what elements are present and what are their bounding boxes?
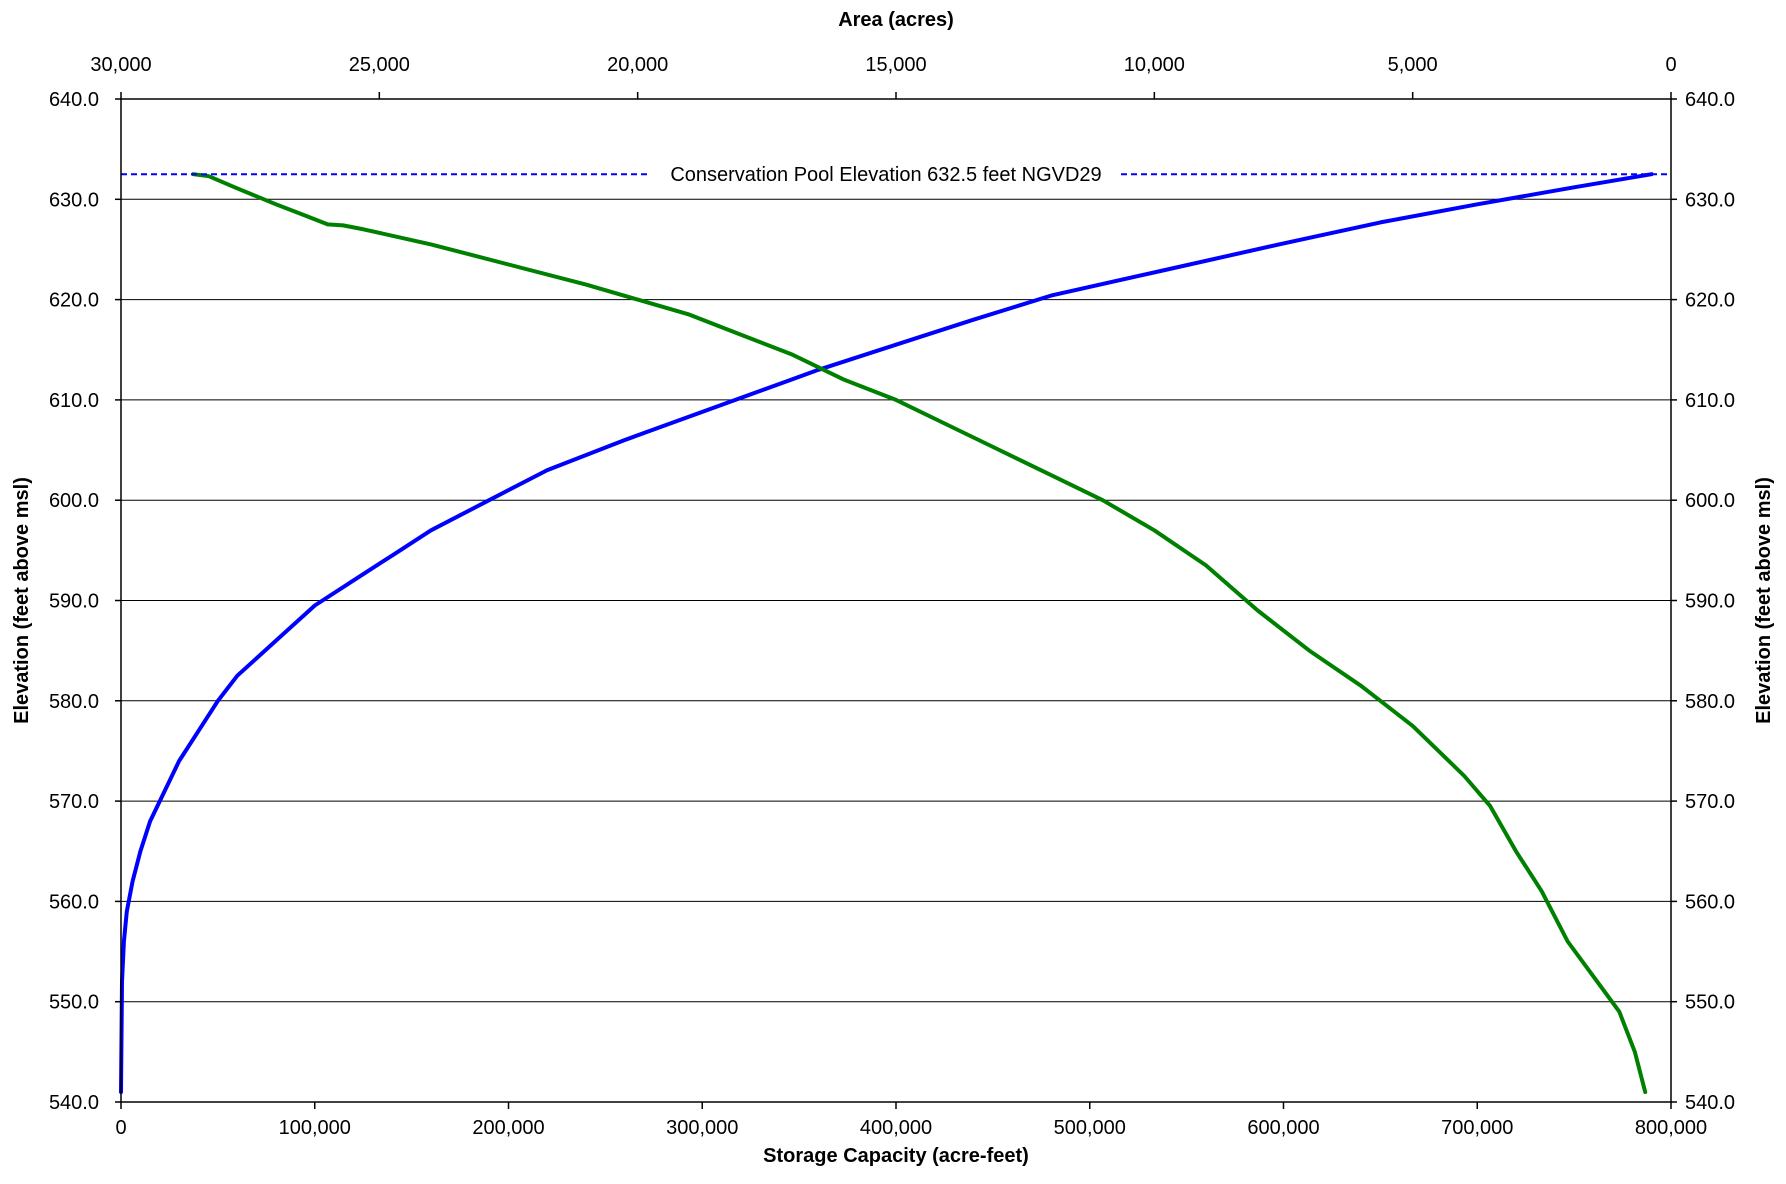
conservation-pool-label: Conservation Pool Elevation 632.5 feet N… bbox=[670, 164, 1101, 186]
right-y-axis-title: Elevation (feet above msl) bbox=[1753, 477, 1775, 724]
y2-tick-label: 640.0 bbox=[1685, 89, 1735, 111]
y-axis-title: Elevation (feet above msl) bbox=[11, 477, 33, 724]
storage-capacity-curve bbox=[119, 172, 1654, 1094]
y2-tick-label: 600.0 bbox=[1685, 490, 1735, 512]
y-tick-label: 590.0 bbox=[49, 591, 99, 613]
y-tick-label: 560.0 bbox=[49, 891, 99, 913]
y2-tick-label: 560.0 bbox=[1685, 891, 1735, 913]
y2-tick-label: 540.0 bbox=[1685, 1092, 1735, 1114]
x-tick-label: 800,000 bbox=[1635, 1117, 1707, 1139]
y-tick-label: 640.0 bbox=[49, 89, 99, 111]
y-tick-label: 620.0 bbox=[49, 290, 99, 312]
y-tick-label: 570.0 bbox=[49, 791, 99, 813]
x2-tick-label: 0 bbox=[1665, 54, 1676, 76]
y2-tick-label: 580.0 bbox=[1685, 691, 1735, 713]
x-tick-label: 300,000 bbox=[666, 1117, 738, 1139]
top-x-axis-title: Area (acres) bbox=[838, 9, 954, 31]
x-tick-label: 700,000 bbox=[1441, 1117, 1513, 1139]
x2-tick-label: 20,000 bbox=[607, 54, 668, 76]
y2-tick-label: 620.0 bbox=[1685, 290, 1735, 312]
y-tick-label: 550.0 bbox=[49, 992, 99, 1014]
series-layer bbox=[119, 172, 1654, 1094]
annotation-layer: Conservation Pool Elevation 632.5 feet N… bbox=[121, 162, 1671, 187]
y-tick-label: 580.0 bbox=[49, 691, 99, 713]
y-tick-label: 610.0 bbox=[49, 390, 99, 412]
x-axis-title: Storage Capacity (acre-feet) bbox=[763, 1145, 1029, 1167]
x-tick-label: 0 bbox=[115, 1117, 126, 1139]
x2-tick-label: 5,000 bbox=[1388, 54, 1438, 76]
y2-tick-label: 590.0 bbox=[1685, 591, 1735, 613]
x-tick-label: 600,000 bbox=[1247, 1117, 1319, 1139]
x-tick-label: 500,000 bbox=[1054, 1117, 1126, 1139]
y2-tick-label: 630.0 bbox=[1685, 189, 1735, 211]
y-tick-label: 540.0 bbox=[49, 1092, 99, 1114]
area-curve bbox=[191, 172, 1648, 1094]
y2-tick-label: 570.0 bbox=[1685, 791, 1735, 813]
y2-tick-label: 610.0 bbox=[1685, 390, 1735, 412]
x-tick-label: 400,000 bbox=[860, 1117, 932, 1139]
x2-tick-label: 15,000 bbox=[865, 54, 926, 76]
tick-layer: 540.0 540.0 550.0 550.0 560.0 560.0 570.0 570.0… bbox=[49, 54, 1735, 1139]
y-tick-label: 600.0 bbox=[49, 490, 99, 512]
conservation-pool-label-background bbox=[651, 162, 1121, 187]
x2-tick-label: 25,000 bbox=[349, 54, 410, 76]
y-tick-label: 630.0 bbox=[49, 189, 99, 211]
x-tick-label: 200,000 bbox=[472, 1117, 544, 1139]
y2-tick-label: 550.0 bbox=[1685, 992, 1735, 1014]
x-tick-label: 100,000 bbox=[279, 1117, 351, 1139]
x2-tick-label: 30,000 bbox=[90, 54, 151, 76]
x2-tick-label: 10,000 bbox=[1124, 54, 1185, 76]
gridlines bbox=[121, 198, 1671, 1003]
